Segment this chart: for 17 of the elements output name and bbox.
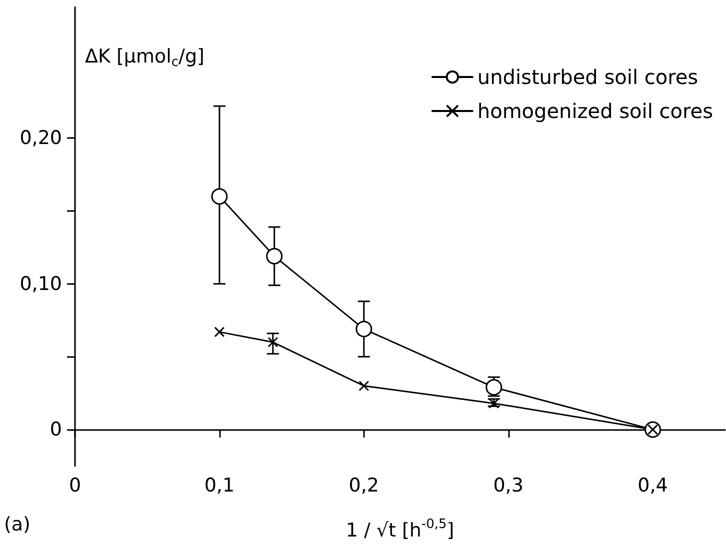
point [211,188,228,205]
x-tick-label: 0,4 [638,474,668,496]
x-tick-label: 0,1 [204,474,235,496]
y-tick-label: 0,10 [20,272,62,295]
x-tick-label: 0,3 [493,474,524,496]
text: (a) [4,514,30,536]
point [356,320,372,338]
point [214,326,225,338]
legend-label: homogenized soil cores [477,99,714,123]
y-tick-label: 0,20 [20,127,62,150]
x-tick-label: 0,2 [348,474,379,496]
point [266,248,283,264]
y-tick-label: 0 [50,418,62,441]
point [268,336,278,348]
legend-label: undisturbed soil cores [477,65,698,89]
x-tick-label: 0 [68,474,82,496]
point [358,380,370,392]
